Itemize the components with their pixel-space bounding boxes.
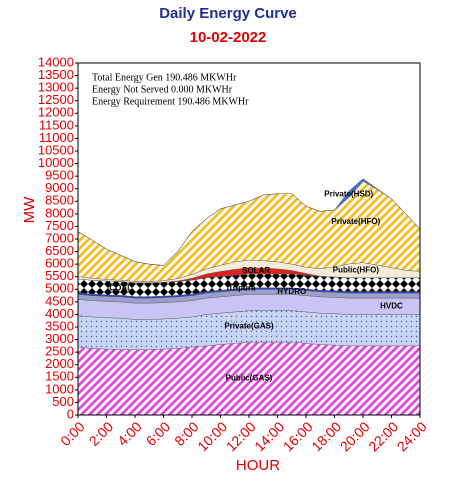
y-tick-label: 500 bbox=[52, 394, 74, 409]
plot-areas bbox=[77, 178, 421, 416]
y-tick-label: 7500 bbox=[45, 218, 74, 233]
y-tick-label: 2500 bbox=[45, 344, 74, 359]
x-tick-label: 10:00 bbox=[194, 418, 230, 454]
y-tick-label: 3500 bbox=[45, 318, 74, 333]
y-tick-label: 5500 bbox=[45, 268, 74, 283]
series-label: HYDRO bbox=[277, 287, 306, 296]
x-tick-label: 16:00 bbox=[280, 418, 316, 454]
x-tick-label: 0:00 bbox=[57, 418, 88, 449]
chart-date: 10-02-2022 bbox=[190, 29, 267, 46]
y-tick-label: 13500 bbox=[38, 67, 74, 82]
series-label: COAL bbox=[109, 284, 132, 293]
y-tick-label: 11000 bbox=[39, 130, 74, 145]
x-tick-label: 6:00 bbox=[143, 418, 174, 449]
y-tick-label: 12500 bbox=[38, 92, 74, 107]
y-tick-label: 14000 bbox=[38, 54, 74, 69]
x-tick-label: 2:00 bbox=[86, 418, 117, 449]
y-tick-label: 9000 bbox=[45, 180, 74, 195]
y-tick-label: 9500 bbox=[45, 168, 74, 183]
series-label: Private(HSD) bbox=[324, 189, 373, 198]
y-tick-label: 2000 bbox=[45, 356, 74, 371]
series-label: SOLAR bbox=[242, 266, 270, 275]
y-tick-label: 10000 bbox=[38, 155, 74, 170]
y-tick-label: 0 bbox=[67, 406, 74, 421]
x-tick-label: 22:00 bbox=[365, 418, 401, 454]
x-tick-label: 12:00 bbox=[223, 418, 259, 454]
y-tick-label: 6500 bbox=[45, 243, 74, 258]
series-label: Public(HFO) bbox=[333, 265, 380, 274]
y-tick-label: 4000 bbox=[45, 306, 74, 321]
x-tick-label: 14:00 bbox=[251, 418, 287, 454]
annotation: Energy Requirement 190.486 MKWHr bbox=[92, 96, 249, 107]
y-tick-label: 1000 bbox=[45, 381, 74, 396]
y-tick-label: 3000 bbox=[45, 331, 74, 346]
y-tick-label: 12000 bbox=[38, 105, 74, 120]
y-axis-title: MW bbox=[21, 196, 38, 223]
y-tick-label: 5000 bbox=[45, 281, 74, 296]
series-label: Private(GAS) bbox=[224, 321, 274, 330]
y-tick-label: 6000 bbox=[45, 256, 74, 271]
y-tick-label: 13000 bbox=[38, 80, 74, 95]
x-tick-label: 24:00 bbox=[394, 418, 430, 454]
y-tick-label: 10500 bbox=[38, 142, 74, 157]
y-tick-label: 4500 bbox=[45, 293, 74, 308]
series-label: HVDC bbox=[380, 301, 403, 310]
annotation: Energy Not Served 0.000 MKWHr bbox=[92, 84, 233, 95]
x-tick-label: 4:00 bbox=[114, 418, 145, 449]
x-tick-label: 20:00 bbox=[337, 418, 373, 454]
series-label: Private(HFO) bbox=[331, 217, 380, 226]
annotation: Total Energy Gen 190.486 MKWHr bbox=[92, 72, 237, 83]
series-label: Public(GAS) bbox=[226, 374, 273, 383]
chart-title: Daily Energy Curve bbox=[159, 5, 297, 22]
y-tick-label: 1500 bbox=[45, 369, 74, 384]
series-label: Tripura bbox=[228, 284, 256, 293]
y-tick-label: 8500 bbox=[45, 193, 74, 208]
y-tick-label: 11500 bbox=[39, 117, 74, 132]
y-tick-label: 8000 bbox=[45, 205, 74, 220]
x-tick-label: 18:00 bbox=[308, 418, 344, 454]
y-tick-label: 7000 bbox=[45, 230, 74, 245]
x-axis-title: HOUR bbox=[236, 457, 280, 474]
